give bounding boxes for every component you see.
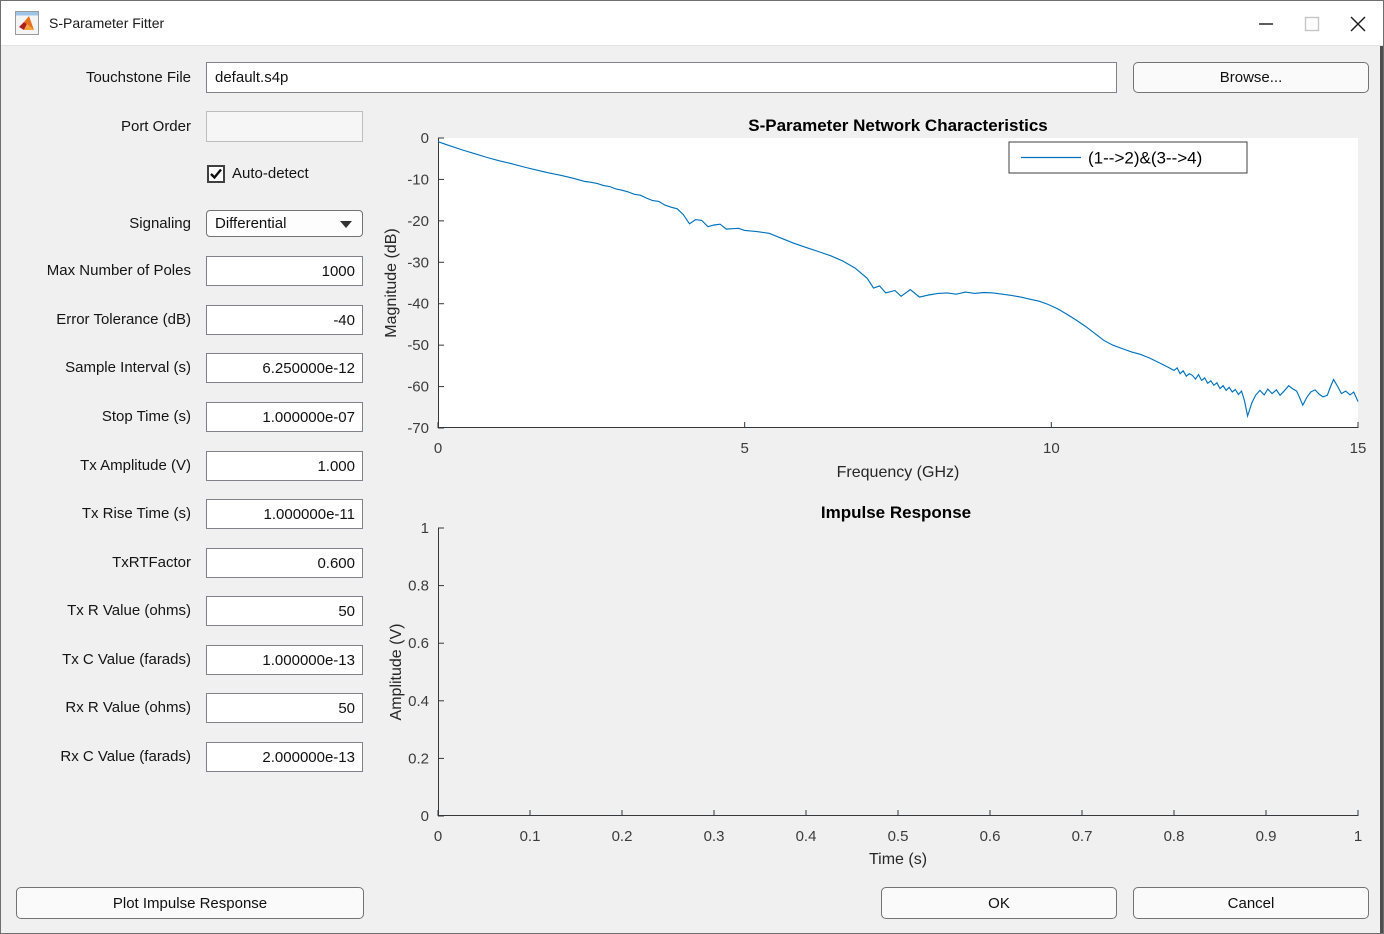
checkmark-icon (210, 168, 222, 180)
field-label-stop-time-s: Stop Time (s) (101, 408, 191, 425)
browse-button[interactable]: Browse... (1133, 62, 1369, 93)
chart-title: S-Parameter Network Characteristics (748, 116, 1048, 135)
x-tick-label: 0.7 (1072, 828, 1093, 845)
x-axis-label: Frequency (GHz) (837, 464, 960, 481)
y-axis-label: Amplitude (V) (388, 624, 405, 721)
field-input-tx-rise-time-s[interactable] (206, 499, 363, 529)
field-input-txrtfactor[interactable] (206, 548, 363, 578)
auto-detect-checkbox[interactable] (207, 165, 225, 183)
field-input-sample-interval-s[interactable] (206, 353, 363, 383)
y-tick-label: -10 (407, 171, 429, 188)
x-tick-label: 0 (434, 828, 442, 845)
x-tick-label: 0.5 (888, 828, 909, 845)
x-tick-label: 0.4 (796, 828, 817, 845)
titlebar: S-Parameter Fitter (1, 1, 1383, 46)
port-order-input (206, 111, 363, 142)
field-input-tx-c-value-farads[interactable] (206, 645, 363, 675)
s-parameter-chart: 0 5 10 15 0 -10 -20 -30 -40 -50 -60 -70 S-Parameter … (383, 116, 1367, 481)
maximize-button[interactable] (1289, 1, 1335, 46)
y-tick-label: 0 (421, 130, 429, 147)
y-axis-label: Magnitude (dB) (383, 228, 400, 337)
close-button[interactable] (1335, 1, 1381, 46)
x-tick-label: 15 (1350, 440, 1367, 457)
y-tick-label: -20 (407, 213, 429, 230)
window-controls (1243, 1, 1381, 46)
impulse-response-chart: 0 0.1 0.2 0.3 0.4 0.5 0.6 0.7 0.8 0.9 1 0 0.2 0.4 0.6 0… (388, 503, 1362, 868)
x-axis-label: Time (s) (869, 851, 927, 868)
cancel-button[interactable]: Cancel (1133, 887, 1369, 919)
plot-impulse-response-button[interactable]: Plot Impulse Response (16, 887, 364, 919)
y-tick-label: -60 (407, 379, 429, 396)
signaling-label: Signaling (129, 215, 191, 232)
field-label-tx-r-value-ohms: Tx R Value (ohms) (67, 602, 191, 619)
minimize-icon (1259, 22, 1273, 25)
y-tick-label: 0.6 (408, 635, 429, 652)
x-tick-label: 0.8 (1164, 828, 1185, 845)
y-tick-label: -70 (407, 420, 429, 437)
y-tick-label: 1 (421, 520, 429, 537)
maximize-icon (1304, 16, 1320, 31)
x-tick-label: 0.9 (1256, 828, 1277, 845)
field-label-max-number-of-poles: Max Number of Poles (46, 262, 191, 279)
y-tick-label: 0.2 (408, 750, 429, 767)
field-label-tx-rise-time-s: Tx Rise Time (s) (81, 505, 191, 522)
x-tick-label: 1 (1354, 828, 1362, 845)
x-tick-label: 10 (1043, 440, 1060, 457)
touchstone-file-input[interactable] (206, 62, 1117, 93)
field-label-rx-c-value-farads: Rx C Value (farads) (60, 748, 191, 765)
chart-title: Impulse Response (821, 503, 971, 522)
field-label-tx-c-value-farads: Tx C Value (farads) (62, 651, 191, 668)
series-line (437, 141, 1359, 419)
x-tick-label: 0.3 (704, 828, 725, 845)
plot-area (438, 138, 1358, 428)
minimize-button[interactable] (1243, 1, 1289, 46)
ok-button[interactable]: OK (881, 887, 1117, 919)
window-title: S-Parameter Fitter (49, 15, 165, 31)
field-input-rx-r-value-ohms[interactable] (206, 693, 363, 723)
field-label-sample-interval-s: Sample Interval (s) (65, 359, 191, 376)
touchstone-file-label: Touchstone File (85, 69, 191, 86)
y-tick-label: 0.8 (408, 578, 429, 595)
x-tick-label: 0.6 (980, 828, 1001, 845)
y-tick-label: 0 (421, 808, 429, 825)
y-tick-label: -40 (407, 296, 429, 313)
y-tick-label: -50 (407, 337, 429, 354)
y-tick-label: -30 (407, 254, 429, 271)
auto-detect-label: Auto-detect (232, 165, 309, 182)
port-order-label: Port Order (120, 118, 191, 135)
field-input-stop-time-s[interactable] (206, 402, 363, 432)
x-tick-label: 5 (740, 440, 748, 457)
field-label-error-tolerance-db: Error Tolerance (dB) (56, 311, 191, 328)
x-tick-label: 0.2 (612, 828, 633, 845)
field-label-rx-r-value-ohms: Rx R Value (ohms) (65, 699, 191, 716)
field-input-error-tolerance-db[interactable] (206, 305, 363, 335)
signaling-value: Differential (215, 215, 287, 232)
y-tick-label: 0.4 (408, 693, 429, 710)
background-window-edge (1380, 46, 1383, 933)
close-icon (1350, 16, 1366, 31)
field-input-tx-amplitude-v[interactable] (206, 451, 363, 481)
field-label-tx-amplitude-v: Tx Amplitude (V) (80, 457, 191, 474)
field-input-rx-c-value-farads[interactable] (206, 742, 363, 772)
x-tick-label: 0.1 (520, 828, 541, 845)
matlab-app-icon (15, 11, 39, 35)
field-label-txrtfactor: TxRTFactor (112, 554, 191, 571)
chevron-down-icon (340, 221, 352, 228)
legend-entry: (1-->2)&(3-->4) (1088, 149, 1202, 168)
x-tick-label: 0 (434, 440, 442, 457)
signaling-dropdown[interactable]: Differential (206, 210, 363, 237)
field-input-tx-r-value-ohms[interactable] (206, 596, 363, 626)
field-input-max-number-of-poles[interactable] (206, 256, 363, 286)
